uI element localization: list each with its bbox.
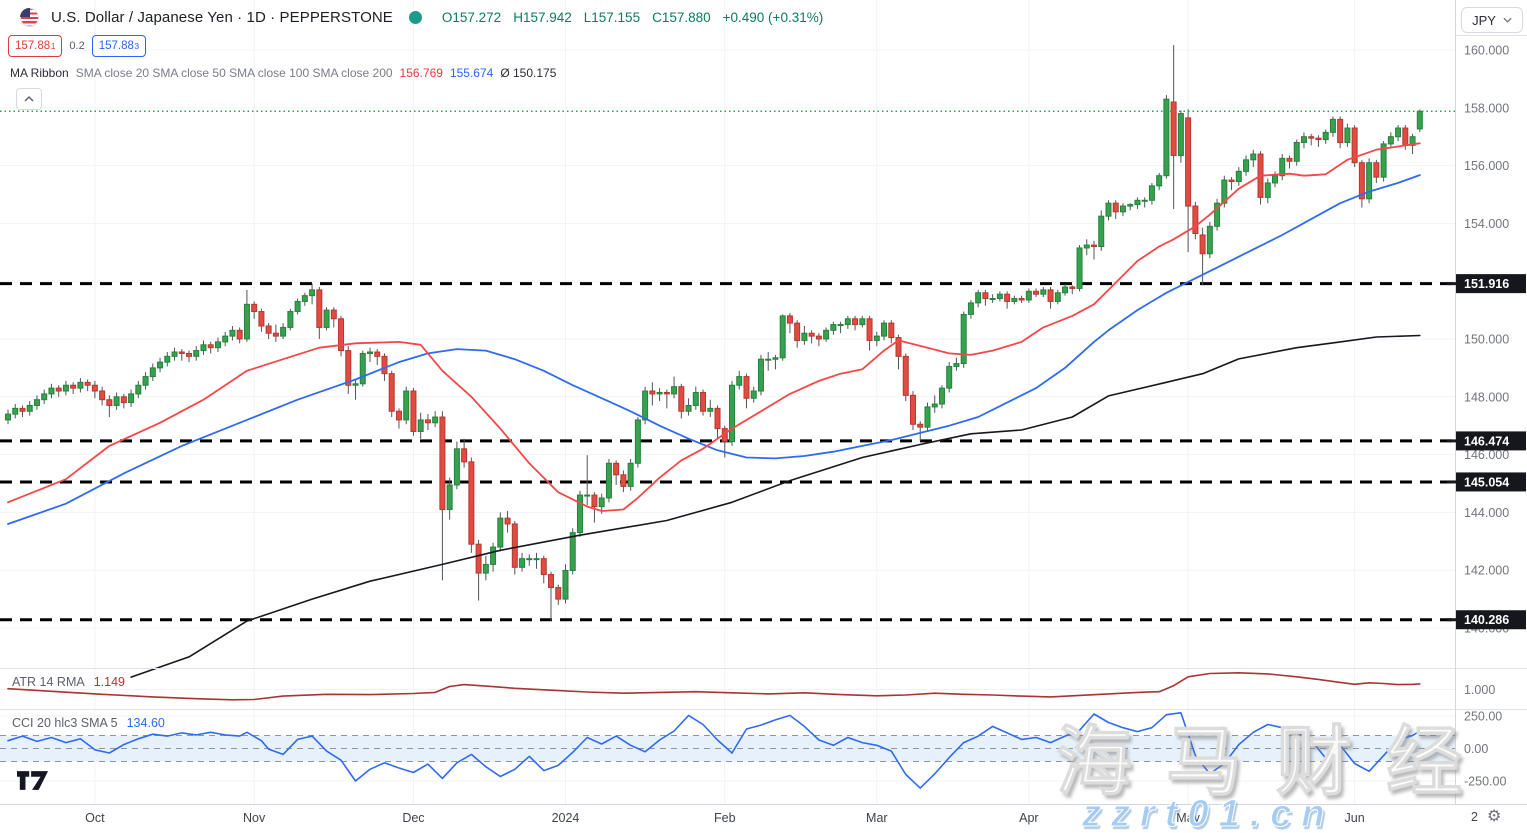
tradingview-logo-icon <box>17 771 49 790</box>
svg-text:156.000: 156.000 <box>1464 159 1509 173</box>
buy-price-button[interactable]: 157.88 3 <box>91 35 147 57</box>
ma-ribbon-legend[interactable]: MA Ribbon SMA close 20 SMA close 50 SMA … <box>10 66 556 80</box>
svg-text:250.00: 250.00 <box>1464 710 1502 724</box>
svg-text:151.916: 151.916 <box>1464 277 1509 291</box>
bid-ask-row: 157.88 1 0.2 157.88 3 <box>8 35 147 57</box>
svg-text:144.000: 144.000 <box>1464 506 1509 520</box>
svg-text:Feb: Feb <box>714 811 736 825</box>
svg-text:160.000: 160.000 <box>1464 44 1509 58</box>
svg-text:Apr: Apr <box>1019 811 1038 825</box>
ma-ribbon-params: SMA close 20 SMA close 50 SMA close 100 … <box>75 66 393 80</box>
svg-text:150.000: 150.000 <box>1464 333 1509 347</box>
pane-separators[interactable] <box>0 0 1527 805</box>
svg-text:2024: 2024 <box>552 811 580 825</box>
ma-ribbon-name[interactable]: MA Ribbon <box>10 66 69 80</box>
svg-text:1.000: 1.000 <box>1464 683 1495 697</box>
atr-indicator-legend[interactable]: ATR 14 RMA 1.149 <box>12 675 125 689</box>
ma-value-red: 156.769 <box>399 66 443 80</box>
ma-value-average: Ø 150.175 <box>500 66 557 80</box>
svg-text:145.054: 145.054 <box>1464 475 1509 489</box>
ohlc-change: +0.490 (+0.31%) <box>722 10 824 25</box>
legend-collapse-button[interactable] <box>16 88 42 110</box>
currency-unit-label: JPY <box>1472 12 1496 28</box>
cci-label[interactable]: CCI 20 hlc3 SMA 5 <box>12 716 118 730</box>
candlestick-series <box>5 45 1423 621</box>
ohlc-close: C157.880 <box>652 10 711 25</box>
cci-indicator-legend[interactable]: CCI 20 hlc3 SMA 5 134.60 <box>12 716 165 730</box>
bid-price: 157.88 <box>15 40 51 52</box>
svg-text:158.000: 158.000 <box>1464 101 1509 115</box>
axis-settings-gear-icon[interactable]: ⚙ <box>1487 806 1502 825</box>
svg-text:0.00: 0.00 <box>1464 742 1488 756</box>
ma-ribbon-lines <box>7 142 1421 678</box>
svg-text:146.474: 146.474 <box>1464 434 1509 448</box>
ohlc-high: H157.942 <box>513 10 572 25</box>
time-axis[interactable]: Oct Nov Dec 2024 Feb Mar Apr May Jun <box>85 811 1365 825</box>
svg-text:Oct: Oct <box>85 811 105 825</box>
atr-label[interactable]: ATR 14 RMA <box>12 675 85 689</box>
usdjpy-flag-icon <box>20 8 39 27</box>
symbol-title[interactable]: U.S. Dollar / Japanese Yen · 1D · PEPPER… <box>51 9 393 26</box>
bid-pip-sup: 1 <box>50 41 56 51</box>
cci-line <box>7 712 1421 789</box>
chart-legend-row[interactable]: U.S. Dollar / Japanese Yen · 1D · PEPPER… <box>20 8 823 27</box>
tradingview-logo[interactable] <box>17 770 49 796</box>
ask-pip-sup: 3 <box>134 41 140 51</box>
price-axis[interactable]: 160.000 158.000 156.000 154.000 150.000 148.0… <box>1447 44 1526 789</box>
grid-lines <box>0 0 1455 804</box>
ohlc-readout: O157.272 H157.942 L157.155 C157.880 +0.4… <box>442 10 823 25</box>
svg-text:Nov: Nov <box>243 811 266 825</box>
svg-text:Mar: Mar <box>866 811 888 825</box>
time-axis-partial-label: 2 <box>1471 810 1478 824</box>
atr-value: 1.149 <box>93 675 125 689</box>
svg-text:142.000: 142.000 <box>1464 564 1509 578</box>
svg-text:-250.00: -250.00 <box>1464 775 1506 789</box>
svg-text:140.286: 140.286 <box>1464 613 1509 627</box>
chevron-down-icon <box>1503 17 1512 23</box>
svg-text:148.000: 148.000 <box>1464 390 1509 404</box>
support-resistance-levels[interactable] <box>0 282 1455 622</box>
ma-value-blue: 155.674 <box>449 66 494 80</box>
sell-price-button[interactable]: 157.88 1 <box>8 35 63 57</box>
spread-value: 0.2 <box>69 40 85 52</box>
svg-text:Dec: Dec <box>402 811 424 825</box>
svg-text:154.000: 154.000 <box>1464 217 1509 231</box>
ohlc-low: L157.155 <box>583 10 641 25</box>
atr-line <box>7 672 1421 701</box>
chevron-up-icon <box>24 96 34 102</box>
svg-text:Jun: Jun <box>1345 811 1365 825</box>
market-open-dot-icon <box>408 11 422 24</box>
cci-value: 134.60 <box>126 716 165 730</box>
ohlc-open: O157.272 <box>441 10 502 25</box>
svg-text:146.000: 146.000 <box>1464 448 1509 462</box>
currency-unit-dropdown[interactable]: JPY <box>1461 7 1523 33</box>
svg-text:May: May <box>1176 811 1200 825</box>
ask-price: 157.88 <box>98 40 134 52</box>
